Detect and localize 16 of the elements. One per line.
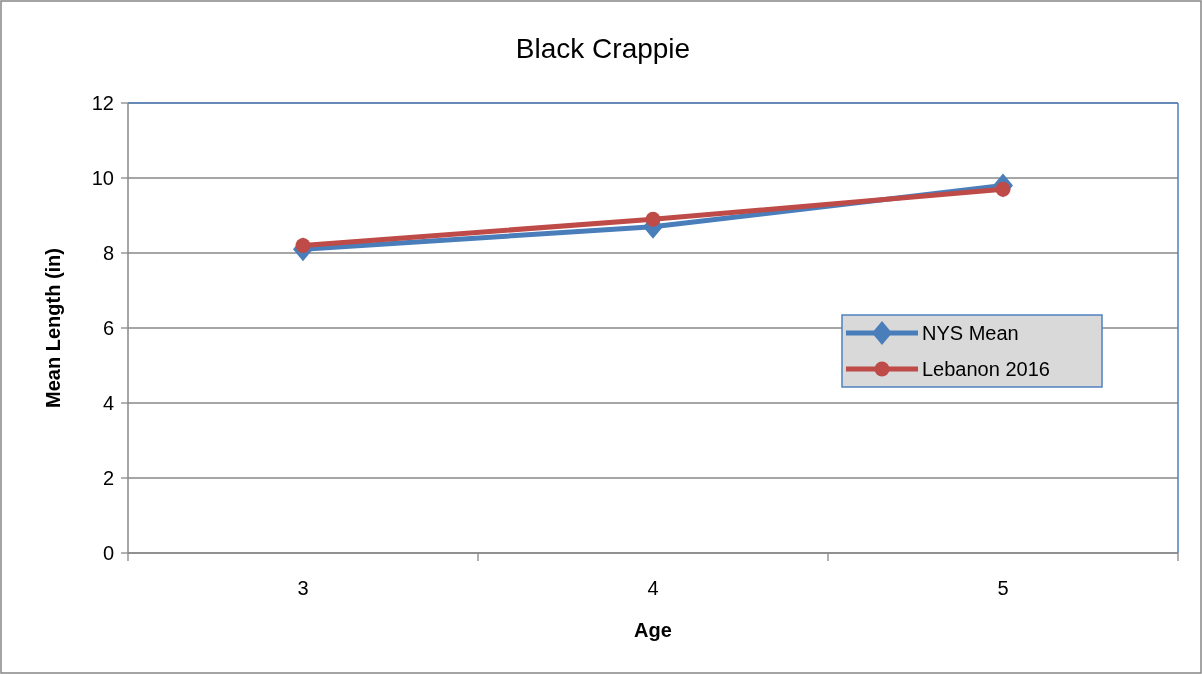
y-tick-label: 10 — [91, 167, 114, 189]
chart-title: Black Crappie — [515, 33, 691, 64]
x-axis-title: Age — [634, 619, 672, 641]
legend-label: NYS Mean — [922, 322, 1019, 344]
y-tick-label: 4 — [102, 392, 114, 414]
legend-label: Lebanon 2016 — [922, 358, 1050, 380]
x-tick-label: 5 — [997, 577, 1009, 599]
y-tick-label: 2 — [102, 467, 114, 489]
y-tick-label: 0 — [102, 542, 114, 564]
y-axis-title: Mean Length (in) — [42, 248, 64, 408]
x-tick-label: 4 — [647, 577, 659, 599]
point — [645, 211, 661, 227]
y-tick-label: 8 — [102, 242, 114, 264]
y-tick-label: 12 — [91, 92, 114, 114]
y-tick-label: 6 — [102, 317, 114, 339]
x-tick-label: 3 — [297, 577, 309, 599]
